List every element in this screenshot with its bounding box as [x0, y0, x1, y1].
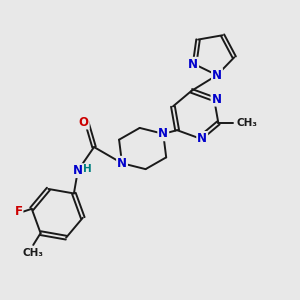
Text: N: N	[188, 58, 198, 71]
Text: N: N	[212, 93, 221, 106]
Text: N: N	[117, 157, 127, 170]
Text: CH₃: CH₃	[23, 248, 44, 258]
Text: CH₃: CH₃	[237, 118, 258, 128]
Text: N: N	[73, 164, 83, 177]
Text: H: H	[83, 164, 92, 174]
Text: N: N	[197, 132, 207, 145]
Text: N: N	[212, 69, 222, 82]
Text: O: O	[79, 116, 89, 128]
Text: N: N	[158, 127, 168, 140]
Text: F: F	[14, 205, 22, 218]
